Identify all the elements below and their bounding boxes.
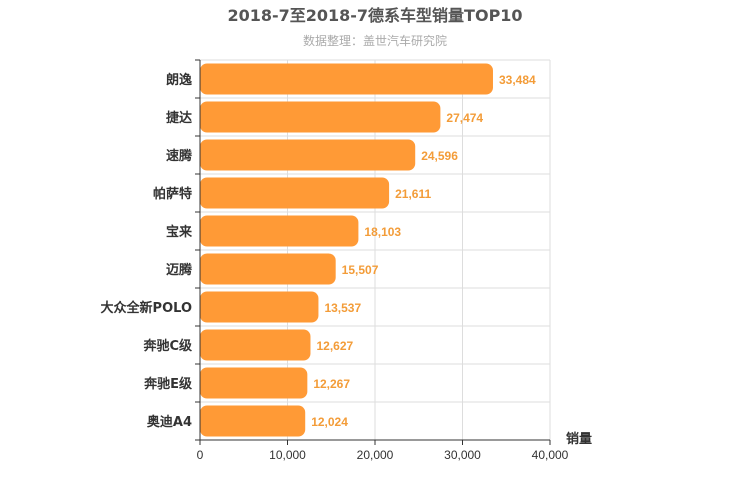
bars: [200, 63, 493, 437]
x-tick-label: 20,000: [357, 448, 394, 462]
bar: [200, 329, 311, 361]
bar: [200, 63, 493, 95]
x-tick-labels: 0 10,000 20,000 30,000 40,000: [197, 448, 569, 462]
category-label: 捷达: [166, 110, 192, 126]
x-tick-label: 30,000: [444, 448, 481, 462]
grid-lines: [200, 59, 551, 440]
bar: [200, 177, 390, 209]
category-label: 奔驰C级: [142, 338, 193, 354]
value-label: 27,474: [446, 111, 483, 125]
value-label: 12,267: [313, 377, 350, 391]
category-label: 迈腾: [166, 262, 193, 278]
category-label: 宝来: [166, 224, 193, 240]
value-label: 21,611: [395, 187, 431, 201]
value-labels: 33,484 27,474 24,596 21,611 18,103 15,507 13,5…: [311, 73, 536, 429]
bar: [200, 101, 441, 133]
chart-subtitle: 数据整理：盖世汽车研究院: [303, 33, 447, 48]
value-label: 33,484: [499, 73, 536, 87]
chart-title: 2018-7至2018-7德系车型销量TOP10: [227, 6, 522, 25]
bar: [200, 367, 308, 399]
value-label: 12,024: [311, 415, 348, 429]
category-label: 奔驰E级: [143, 376, 193, 392]
bar: [200, 291, 319, 323]
value-label: 12,627: [316, 339, 353, 353]
value-label: 13,537: [324, 301, 361, 315]
x-tick-label: 0: [197, 448, 204, 462]
bar: [200, 253, 336, 285]
category-label: 速腾: [166, 148, 193, 164]
value-label: 15,507: [342, 263, 379, 277]
category-label: 帕萨特: [153, 186, 192, 202]
axes: [195, 59, 551, 445]
category-label: 朗逸: [166, 72, 192, 88]
bar: [200, 139, 416, 171]
category-label: 大众全新POLO: [101, 300, 192, 316]
x-axis-label: 销量: [566, 431, 592, 447]
value-label: 18,103: [364, 225, 401, 239]
x-tick-label: 40,000: [532, 448, 569, 462]
x-tick-label: 10,000: [269, 448, 306, 462]
bar: [200, 215, 359, 247]
category-label: 奥迪A4: [147, 414, 192, 430]
bar: [200, 405, 306, 437]
value-label: 24,596: [421, 149, 458, 163]
